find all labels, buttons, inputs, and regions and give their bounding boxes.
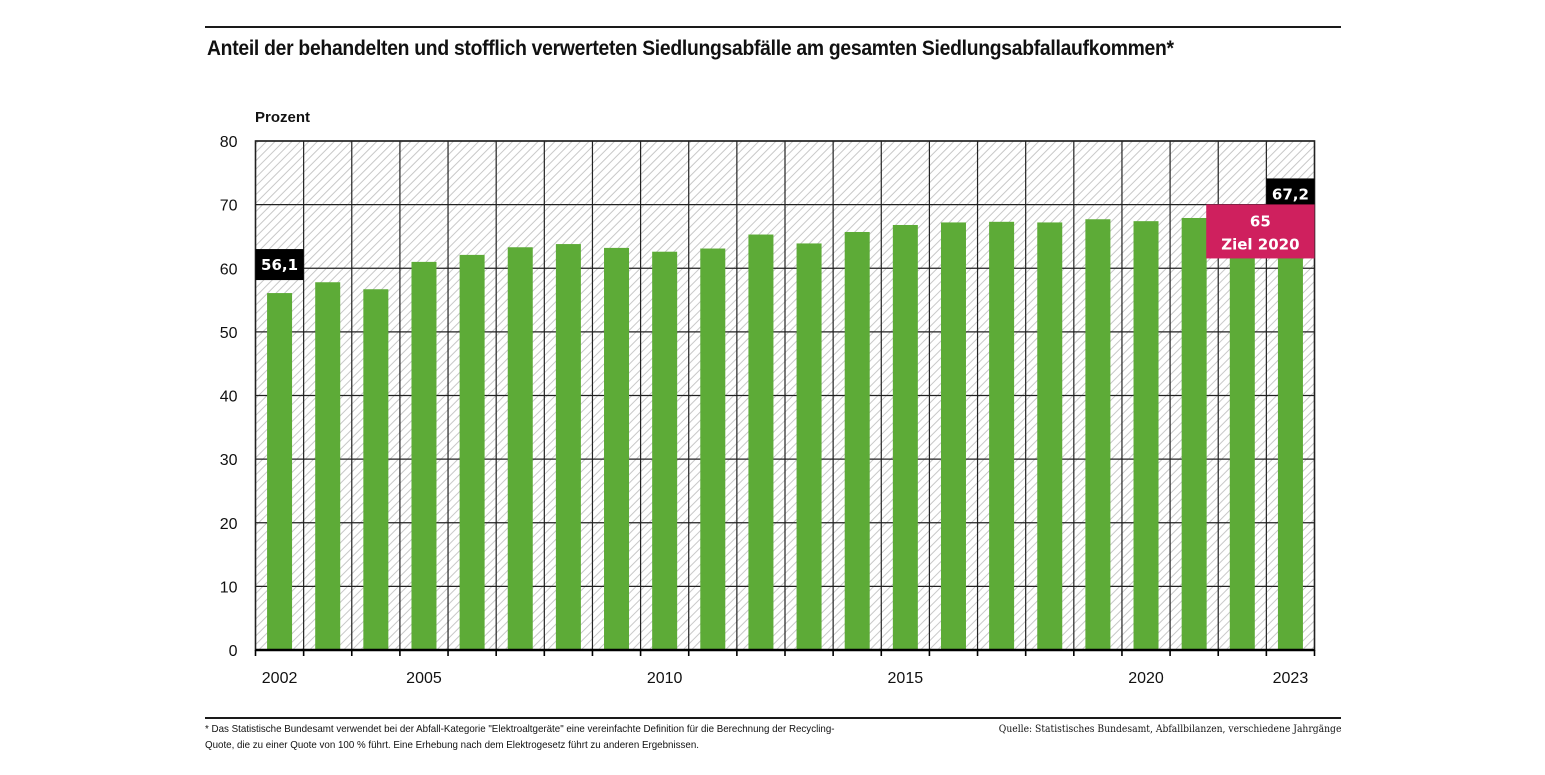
y-tick-label: 70 [220, 198, 238, 215]
bar-2017 [989, 221, 1015, 650]
bar-2003 [315, 282, 341, 650]
bar-2023 [1277, 222, 1303, 650]
axes [254, 140, 1316, 656]
y-tick-label: 30 [220, 452, 238, 469]
bar-2012 [748, 234, 774, 650]
bar-2009 [604, 247, 630, 650]
x-tick-label-2005: 2005 [406, 670, 442, 687]
annotations: 65 Ziel 2020 [1206, 204, 1315, 259]
x-tick-label-2002: 2002 [262, 670, 298, 687]
data-label-box [255, 249, 304, 281]
y-tick-label: 20 [220, 516, 238, 533]
data-labels: 56,1 67,2 [255, 178, 1315, 281]
bar-2013 [796, 243, 822, 650]
target-annotation: 65 Ziel 2020 [1206, 204, 1315, 259]
footer-rule [205, 717, 1341, 719]
data-label-2002: 56,1 [255, 249, 304, 281]
bar-2007 [507, 247, 533, 650]
x-tick-label-2020: 2020 [1128, 670, 1164, 687]
y-tick-label: 60 [220, 261, 238, 278]
bars [267, 217, 1303, 651]
bar-2020 [1133, 221, 1159, 651]
target-value: 65 [1250, 212, 1271, 230]
bar-2015 [892, 224, 918, 651]
y-tick-label: 40 [220, 389, 238, 406]
bar-2002 [267, 293, 293, 650]
target-box [1206, 204, 1315, 259]
footnote: * Das Statistische Bundesamt verwendet b… [205, 723, 835, 751]
bar-2008 [555, 244, 581, 650]
y-tick-label: 10 [220, 579, 238, 596]
chart-title: Anteil der behandelten und stofflich ver… [207, 37, 1174, 60]
target-label: Ziel 2020 [1221, 235, 1299, 253]
data-label-text: 56,1 [261, 256, 298, 274]
x-tick-label-2010: 2010 [647, 670, 683, 687]
top-rule [205, 26, 1341, 28]
bar-2010 [652, 251, 678, 650]
y-tick-label: 0 [229, 643, 238, 660]
y-tick-label: 80 [220, 134, 238, 151]
x-tick-labels: 2002 2005 2010 2015 2020 2023 [262, 670, 1309, 687]
y-axis-label: Prozent [255, 109, 311, 126]
bar-2006 [459, 254, 485, 651]
bar-2016 [940, 222, 966, 650]
bar-2011 [700, 248, 726, 650]
bar-2018 [1037, 222, 1063, 650]
y-tick-labels: 0 10 20 30 40 50 60 70 80 [220, 134, 238, 660]
x-tick-label-2015: 2015 [888, 670, 924, 687]
bar-2019 [1085, 219, 1111, 651]
y-tick-label: 50 [220, 325, 238, 342]
x-tick-label-2023: 2023 [1273, 670, 1309, 687]
bar-2021 [1181, 217, 1207, 650]
bar-2014 [844, 231, 870, 650]
bar-2022 [1229, 218, 1255, 650]
bar-2005 [411, 261, 437, 650]
data-label-text: 67,2 [1272, 185, 1309, 203]
source-note: Quelle: Statistisches Bundesamt, Abfallb… [998, 724, 1341, 735]
data-label-2023: 67,2 [1266, 178, 1315, 210]
data-label-box [1266, 178, 1315, 210]
bar-2004 [363, 289, 389, 650]
